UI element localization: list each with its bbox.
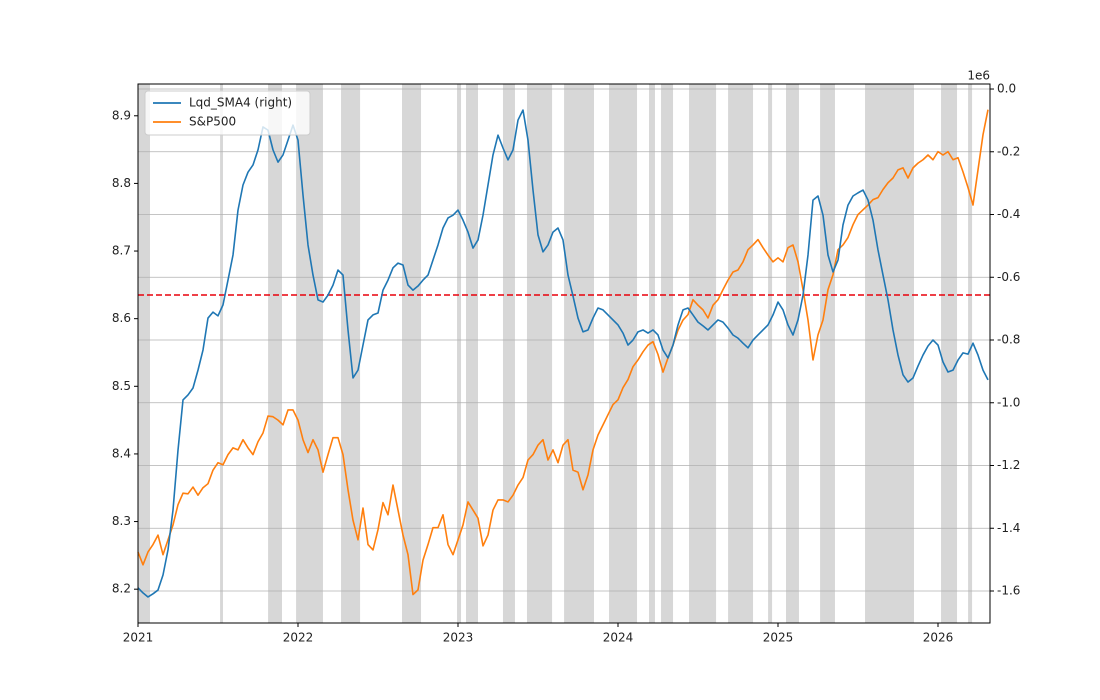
series-line xyxy=(137,109,989,598)
shaded-region xyxy=(689,84,717,623)
series-line xyxy=(137,109,989,596)
shaded-region xyxy=(564,84,594,623)
x-tick-label: 2025 xyxy=(763,631,794,645)
y2-offset-label: 1e6 xyxy=(967,69,990,83)
shaded-region xyxy=(968,84,973,623)
y-tick-label: 8.7 xyxy=(112,244,131,258)
shaded-region xyxy=(268,84,282,623)
y2-tick-label: -0.6 xyxy=(997,270,1020,284)
y-tick-label: 8.4 xyxy=(112,446,131,460)
shaded-region xyxy=(728,84,754,623)
legend-label: S&P500 xyxy=(189,115,236,129)
y2-tick-label: -1.2 xyxy=(997,458,1020,472)
y-tick-label: 8.3 xyxy=(112,514,131,528)
shaded-region xyxy=(941,84,958,623)
shaded-region xyxy=(786,84,799,623)
shaded-region xyxy=(649,84,655,623)
shaded-region xyxy=(820,84,835,623)
y-tick-label: 8.9 xyxy=(112,108,131,122)
shaded-region xyxy=(457,84,462,623)
shaded-region xyxy=(402,84,422,623)
y2-tick-label: -0.8 xyxy=(997,333,1020,347)
legend-box xyxy=(144,90,311,136)
y-tick-label: 8.5 xyxy=(112,379,131,393)
y2-tick-label: -1.6 xyxy=(997,583,1020,597)
shaded-region xyxy=(661,84,674,623)
y2-tick-label: 0.0 xyxy=(997,82,1016,96)
plot-frame xyxy=(137,83,991,624)
x-tick-label: 2023 xyxy=(443,631,474,645)
shaded-region xyxy=(502,84,515,623)
x-tick-label: 2022 xyxy=(283,631,314,645)
y2-tick-label: -0.4 xyxy=(997,207,1020,221)
y-tick-label: 8.2 xyxy=(112,582,131,596)
shaded-region xyxy=(768,84,773,623)
y2-tick-label: -0.2 xyxy=(997,144,1020,158)
y2-tick-label: -1.4 xyxy=(997,521,1020,535)
x-tick-label: 2021 xyxy=(123,631,154,645)
shaded-region xyxy=(138,84,150,623)
y-tick-label: 8.6 xyxy=(112,311,131,325)
x-tick-label: 2026 xyxy=(923,631,954,645)
y2-tick-label: -1.0 xyxy=(997,395,1020,409)
shaded-region xyxy=(865,84,914,623)
y-tick-label: 8.8 xyxy=(112,176,131,190)
shaded-region xyxy=(609,84,638,623)
shaded-region xyxy=(466,84,478,623)
x-tick-label: 2024 xyxy=(603,631,634,645)
shaded-region xyxy=(220,84,223,623)
legend-label: Lqd_SMA4 (right) xyxy=(189,96,292,110)
